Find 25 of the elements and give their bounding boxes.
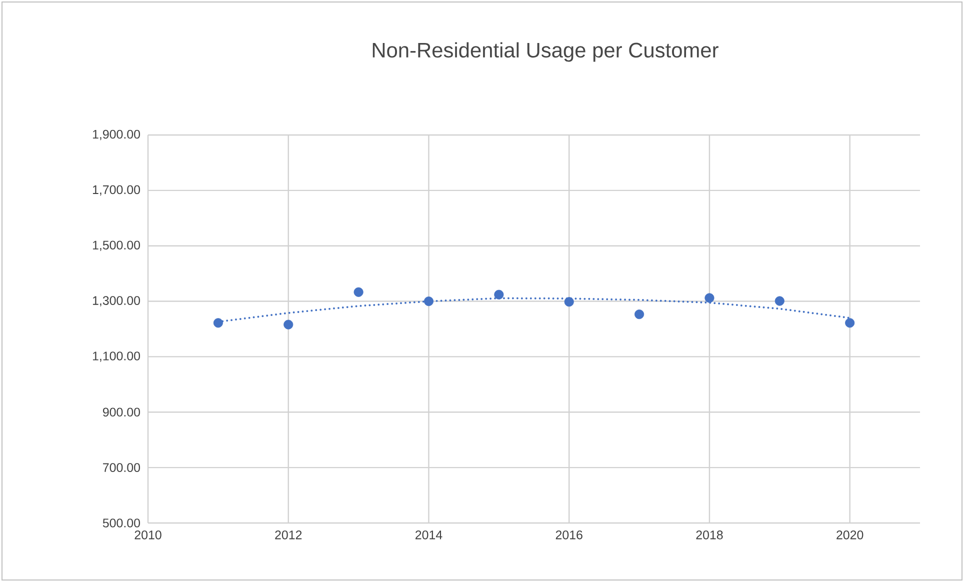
point — [774, 296, 784, 306]
y-tick-label: 1,700.00 — [92, 185, 140, 196]
point — [213, 318, 223, 328]
y-tick-label: 1,500.00 — [92, 240, 140, 251]
point — [845, 318, 855, 328]
y-tick-label: 1,100.00 — [92, 352, 140, 362]
chart-title: Non-Residential Usage per Customer — [372, 42, 718, 62]
x-tick-label: 2020 — [836, 530, 864, 540]
y-tick-label: 500.00 — [102, 518, 140, 528]
point — [634, 310, 644, 320]
y-tick-label: 1,900.00 — [92, 130, 140, 140]
x-tick-label: 2014 — [416, 530, 442, 540]
x-tick-label: 2018 — [696, 530, 723, 540]
point — [284, 320, 294, 330]
point — [704, 293, 714, 303]
point — [564, 297, 574, 307]
y-tick-label: 1,300.00 — [92, 296, 140, 306]
x-tick-label: 2012 — [275, 530, 302, 540]
point — [424, 296, 434, 306]
point — [354, 287, 364, 297]
point — [494, 290, 504, 300]
y-tick-label: 900.00 — [102, 408, 140, 417]
y-tick-label: 700.00 — [103, 463, 140, 472]
x-tick-label: 2010 — [134, 530, 162, 540]
x-tick-label: 2016 — [556, 530, 582, 540]
